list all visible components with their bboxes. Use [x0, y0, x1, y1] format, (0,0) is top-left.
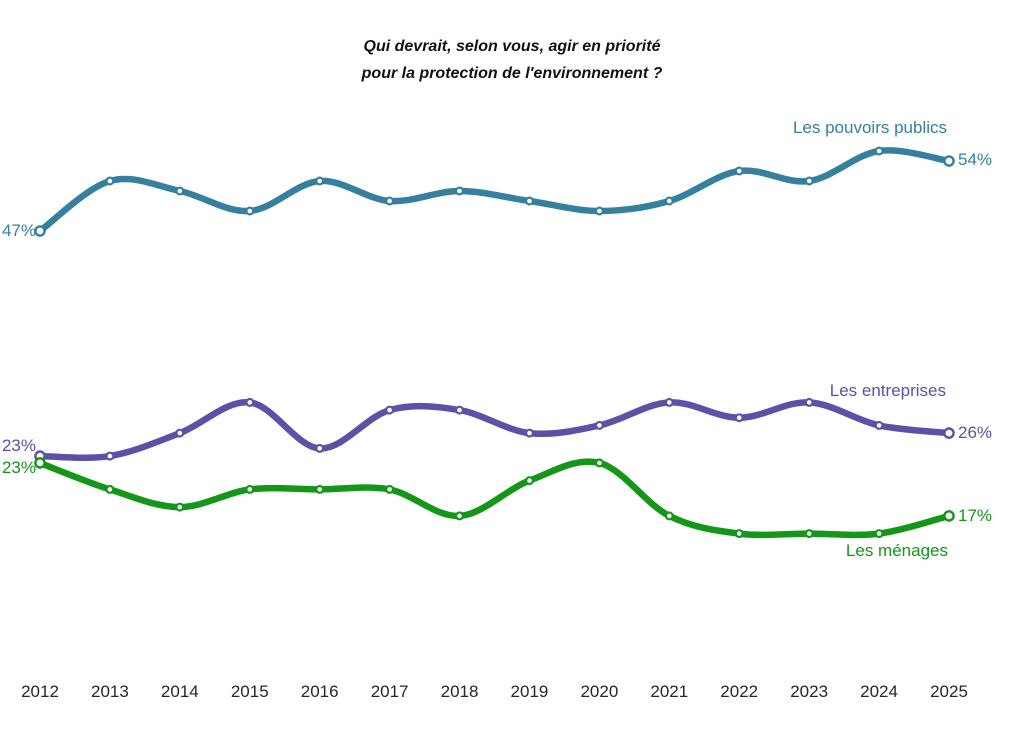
data-point-les-entreprises-2020 [594, 420, 604, 430]
x-axis-label-2025: 2025 [930, 682, 968, 701]
data-point-les-m-nages-2021 [664, 511, 674, 521]
data-point-les-m-nages-2016 [315, 484, 325, 494]
data-point-les-m-nages-2013 [105, 484, 115, 494]
data-point-les-m-nages-2015 [245, 484, 255, 494]
x-axis-label-2020: 2020 [580, 682, 619, 701]
data-point-les-entreprises-2014 [175, 428, 185, 438]
data-point-les-entreprises-2013 [105, 451, 115, 461]
x-axis-label-2012: 2012 [21, 682, 59, 701]
value-label-pouvoirs-publics-end: 54% [958, 150, 993, 169]
data-point-les-pouvoirs-publics-2017 [385, 196, 395, 206]
data-point-les-m-nages-2019 [524, 476, 534, 486]
series-label-menages: Les ménages [845, 541, 948, 560]
value-label-entreprises-start: 23% [1, 436, 36, 455]
data-point-les-pouvoirs-publics-2014 [175, 186, 185, 196]
data-point-les-m-nages-2020 [594, 458, 604, 468]
data-point-les-pouvoirs-publics-2019 [524, 196, 534, 206]
data-point-les-m-nages-2018 [455, 511, 465, 521]
series-line-les-entreprises [36, 399, 953, 462]
chart-title: Qui devrait, selon vous, agir en priorit… [362, 33, 663, 87]
value-label-menages-end: 17% [958, 506, 993, 525]
data-point-les-m-nages-2023 [804, 529, 814, 539]
data-point-les-pouvoirs-publics-2016 [315, 176, 325, 186]
data-point-les-entreprises-2015 [245, 397, 255, 407]
x-axis-label-2018: 2018 [440, 682, 479, 701]
x-axis-label-2014: 2014 [160, 682, 199, 701]
data-point-les-pouvoirs-publics-2021 [664, 196, 674, 206]
data-point-les-pouvoirs-publics-2012 [34, 225, 46, 237]
chart-title-line2: pour la protection de l'environnement ? [361, 65, 663, 82]
data-point-les-m-nages-2024 [874, 529, 884, 539]
data-point-les-entreprises-2018 [455, 405, 465, 415]
data-point-les-m-nages-2012 [34, 457, 46, 469]
value-label-menages-start: 23% [1, 458, 36, 477]
series-line-les-m-nages [36, 458, 953, 539]
x-axis-label-2024: 2024 [860, 682, 898, 701]
data-point-les-pouvoirs-publics-2024 [874, 146, 884, 156]
data-point-les-entreprises-2022 [734, 413, 744, 423]
x-axis-label-2021: 2021 [650, 682, 689, 701]
data-point-les-m-nages-2025 [943, 510, 955, 522]
data-point-les-pouvoirs-publics-2025 [943, 155, 955, 167]
x-axis-label-2015: 2015 [230, 682, 269, 701]
value-label-pouvoirs-publics-start: 47% [1, 221, 36, 240]
data-point-les-entreprises-2023 [804, 397, 814, 407]
series-label-pouvoirs-publics: Les pouvoirs publics [792, 118, 947, 137]
data-point-les-entreprises-2024 [874, 420, 884, 430]
data-point-les-pouvoirs-publics-2022 [734, 166, 744, 176]
x-axis-label-2023: 2023 [790, 682, 829, 701]
data-point-les-entreprises-2025 [943, 427, 955, 439]
data-point-les-entreprises-2016 [315, 443, 325, 453]
data-point-les-entreprises-2017 [385, 405, 395, 415]
series-label-entreprises: Les entreprises [829, 381, 946, 400]
data-point-les-pouvoirs-publics-2013 [105, 176, 115, 186]
x-axis-label-2013: 2013 [91, 682, 129, 701]
data-point-les-pouvoirs-publics-2020 [594, 206, 604, 216]
chart-title-line1: Qui devrait, selon vous, agir en priorit… [363, 38, 661, 55]
x-axis-label-2017: 2017 [370, 682, 409, 701]
data-point-les-pouvoirs-publics-2018 [455, 186, 465, 196]
x-axis-label-2022: 2022 [720, 682, 759, 701]
x-axis-label-2016: 2016 [300, 682, 339, 701]
x-axis-label-2019: 2019 [510, 682, 549, 701]
data-point-les-m-nages-2017 [385, 484, 395, 494]
data-point-les-pouvoirs-publics-2015 [245, 206, 255, 216]
data-point-les-m-nages-2014 [175, 502, 185, 512]
data-point-les-entreprises-2019 [524, 428, 534, 438]
data-point-les-pouvoirs-publics-2023 [804, 176, 814, 186]
value-label-entreprises-end: 26% [958, 423, 993, 442]
data-point-les-m-nages-2022 [734, 529, 744, 539]
data-point-les-entreprises-2021 [664, 397, 674, 407]
